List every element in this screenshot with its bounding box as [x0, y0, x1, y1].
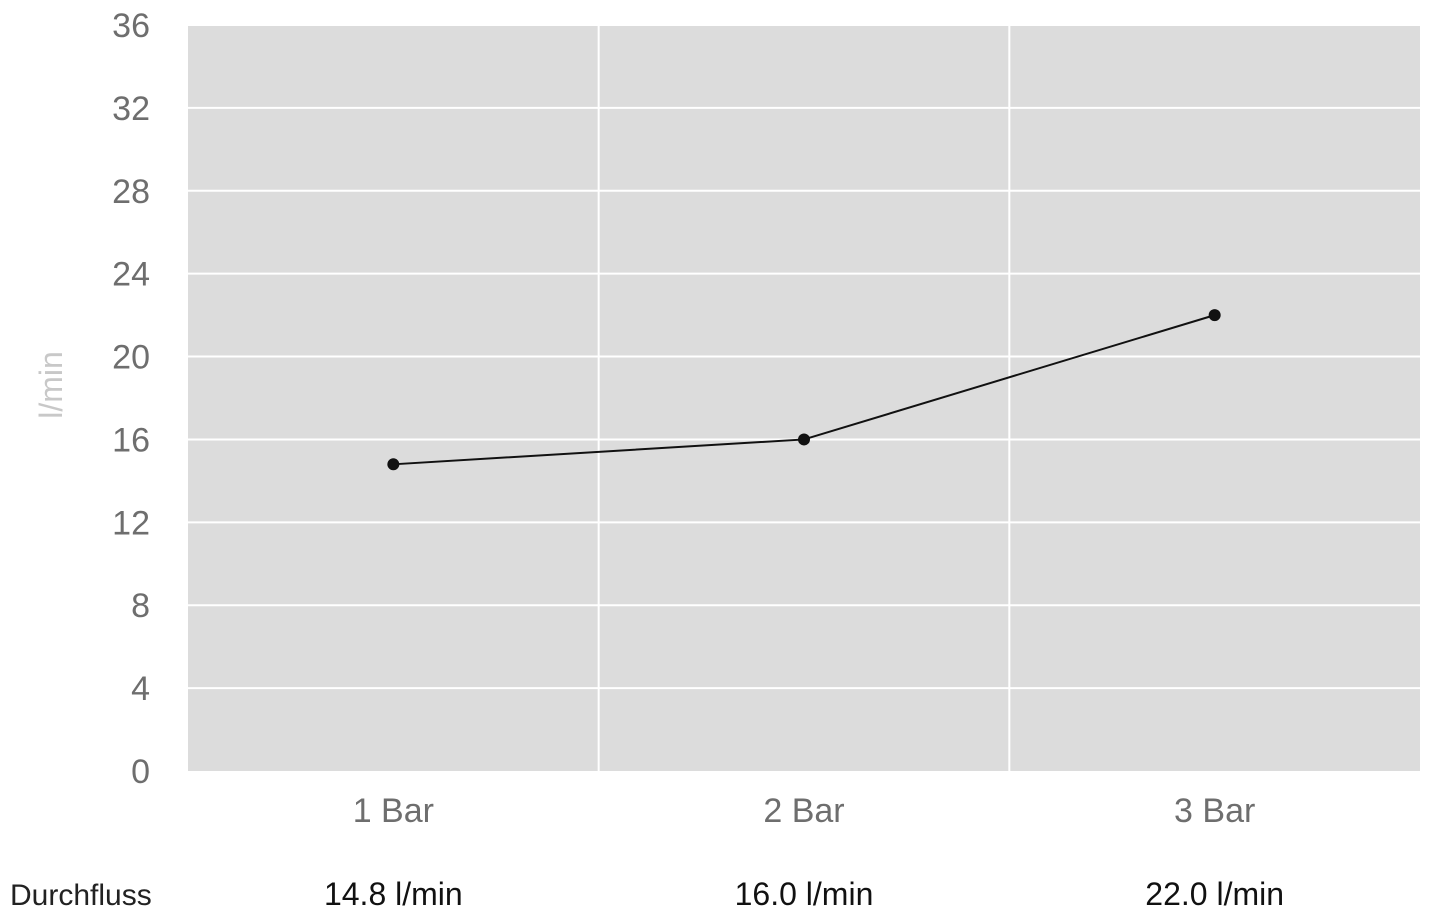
gridlines — [188, 24, 1420, 771]
series — [387, 309, 1221, 471]
y-axis-title: l/min — [33, 351, 69, 419]
data-point — [387, 458, 400, 471]
x-category-label: 3 Bar — [1174, 792, 1255, 830]
table-row-value: 22.0 l/min — [1145, 876, 1284, 912]
y-tick-label: 32 — [112, 90, 150, 128]
table-row-label: Durchfluss — [10, 879, 152, 912]
plot-background — [188, 25, 1420, 771]
y-tick-label: 16 — [112, 421, 150, 459]
y-tick-label: 4 — [131, 670, 150, 708]
data-point — [798, 433, 810, 446]
x-category-label: 2 Bar — [763, 792, 844, 830]
x-category-label: 1 Bar — [353, 792, 434, 830]
table-row-value: 14.8 l/min — [324, 876, 463, 912]
data-point — [1208, 309, 1221, 322]
table-row-value: 16.0 l/min — [735, 876, 874, 912]
y-tick-label: 0 — [131, 753, 150, 791]
y-axis-ticks: 0 4 8 12 16 20 24 28 32 36 — [112, 7, 150, 791]
y-tick-label: 12 — [112, 504, 150, 542]
x-axis-categories: 1 Bar 2 Bar 3 Bar — [353, 792, 1256, 830]
table-row-values: 14.8 l/min 16.0 l/min 22.0 l/min — [324, 876, 1284, 912]
y-tick-label: 28 — [112, 173, 150, 211]
y-tick-label: 36 — [112, 7, 150, 45]
y-tick-label: 20 — [112, 339, 150, 377]
y-tick-label: 8 — [131, 587, 150, 625]
y-tick-label: 24 — [112, 256, 150, 294]
